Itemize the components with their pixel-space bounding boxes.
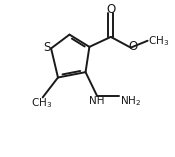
Text: NH: NH xyxy=(89,96,104,106)
Text: CH$_3$: CH$_3$ xyxy=(148,34,170,48)
Text: S: S xyxy=(43,41,50,54)
Text: O: O xyxy=(128,40,137,53)
Text: CH$_3$: CH$_3$ xyxy=(31,96,52,110)
Text: NH$_2$: NH$_2$ xyxy=(120,94,141,108)
Text: O: O xyxy=(106,3,116,16)
